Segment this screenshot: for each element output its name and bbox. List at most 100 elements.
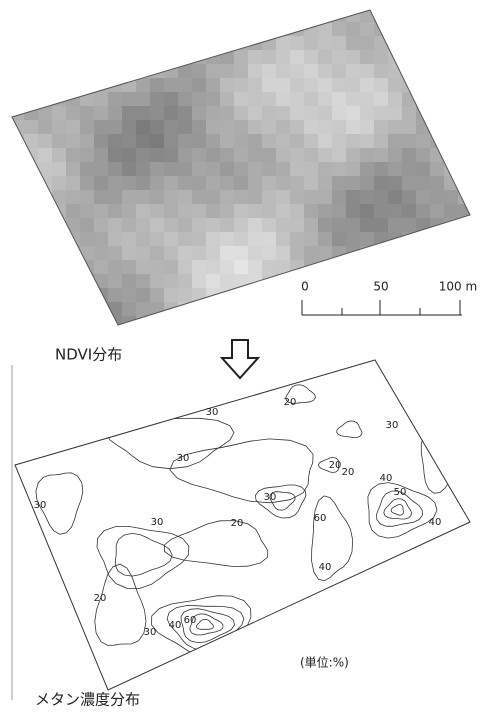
raster-cell [206, 36, 220, 50]
raster-cell [388, 134, 402, 148]
raster-cell [178, 218, 192, 232]
raster-cell [52, 134, 66, 148]
raster-cell [24, 50, 38, 64]
raster-cell [402, 190, 416, 204]
raster-cell [402, 316, 416, 330]
raster-cell [206, 190, 220, 204]
raster-cell [192, 22, 206, 36]
raster-cell [38, 50, 52, 64]
raster-cell [108, 288, 122, 302]
raster-cell [234, 92, 248, 106]
raster-cell [430, 246, 444, 260]
raster-cell [458, 246, 472, 260]
raster-cell [94, 260, 108, 274]
contour-label: 40 [380, 473, 393, 484]
raster-cell [374, 162, 388, 176]
raster-cell [304, 148, 318, 162]
raster-cell [318, 232, 332, 246]
raster-cell [332, 50, 346, 64]
raster-cell [402, 134, 416, 148]
raster-cell [374, 176, 388, 190]
raster-cell [66, 134, 80, 148]
raster-cell [178, 92, 192, 106]
raster-cell [346, 134, 360, 148]
raster-cell [472, 92, 483, 106]
raster-cell [402, 218, 416, 232]
raster-cell [430, 302, 444, 316]
raster-cell [192, 106, 206, 120]
raster-cell [80, 176, 94, 190]
raster-cell [80, 106, 94, 120]
raster-cell [416, 78, 430, 92]
raster-cell [346, 218, 360, 232]
raster-cell [374, 148, 388, 162]
raster-cell [10, 190, 24, 204]
raster-cell [122, 134, 136, 148]
raster-cell [388, 106, 402, 120]
raster-cell [360, 288, 374, 302]
raster-cell [52, 316, 66, 330]
raster-cell [136, 22, 150, 36]
raster-cell [346, 232, 360, 246]
raster-cell [374, 50, 388, 64]
raster-cell [276, 218, 290, 232]
raster-cell [192, 176, 206, 190]
raster-cell [24, 78, 38, 92]
raster-cell [248, 22, 262, 36]
raster-cell [136, 8, 150, 22]
raster-cell [304, 162, 318, 176]
raster-cell [472, 106, 483, 120]
raster-cell [402, 274, 416, 288]
raster-cell [332, 134, 346, 148]
raster-cell [80, 120, 94, 134]
raster-cell [80, 274, 94, 288]
raster-cell [458, 162, 472, 176]
raster-cell [24, 260, 38, 274]
raster-cell [304, 204, 318, 218]
raster-cell [262, 92, 276, 106]
raster-cell [122, 148, 136, 162]
raster-cell [164, 50, 178, 64]
raster-cell [262, 36, 276, 50]
raster-cell [234, 22, 248, 36]
raster-cell [430, 162, 444, 176]
raster-cell [220, 246, 234, 260]
raster-cell [66, 302, 80, 316]
raster-cell [192, 204, 206, 218]
raster-cell [416, 176, 430, 190]
scale-label: 50 [373, 280, 388, 294]
raster-cell [416, 8, 430, 22]
raster-cell [374, 64, 388, 78]
raster-cell [206, 316, 220, 330]
raster-cell [234, 260, 248, 274]
raster-cell [388, 246, 402, 260]
raster-cell [220, 162, 234, 176]
raster-cell [248, 8, 262, 22]
raster-cell [290, 246, 304, 260]
raster-cell [388, 260, 402, 274]
raster-cell [332, 302, 346, 316]
raster-cell [290, 22, 304, 36]
raster-cell [164, 148, 178, 162]
raster-cell [52, 8, 66, 22]
contour-line [115, 533, 172, 576]
raster-cell [444, 302, 458, 316]
raster-cell [52, 274, 66, 288]
raster-cell [262, 106, 276, 120]
raster-cell [430, 134, 444, 148]
raster-cell [10, 8, 24, 22]
raster-cell [192, 260, 206, 274]
raster-cell [94, 64, 108, 78]
raster-cell [262, 162, 276, 176]
raster-cell [360, 92, 374, 106]
raster-cell [136, 134, 150, 148]
raster-cell [150, 120, 164, 134]
raster-cell [444, 218, 458, 232]
raster-cell [248, 134, 262, 148]
raster-cell [388, 148, 402, 162]
raster-cell [332, 274, 346, 288]
raster-cell [416, 274, 430, 288]
raster-cell [416, 260, 430, 274]
raster-cell [38, 274, 52, 288]
raster-cell [276, 204, 290, 218]
